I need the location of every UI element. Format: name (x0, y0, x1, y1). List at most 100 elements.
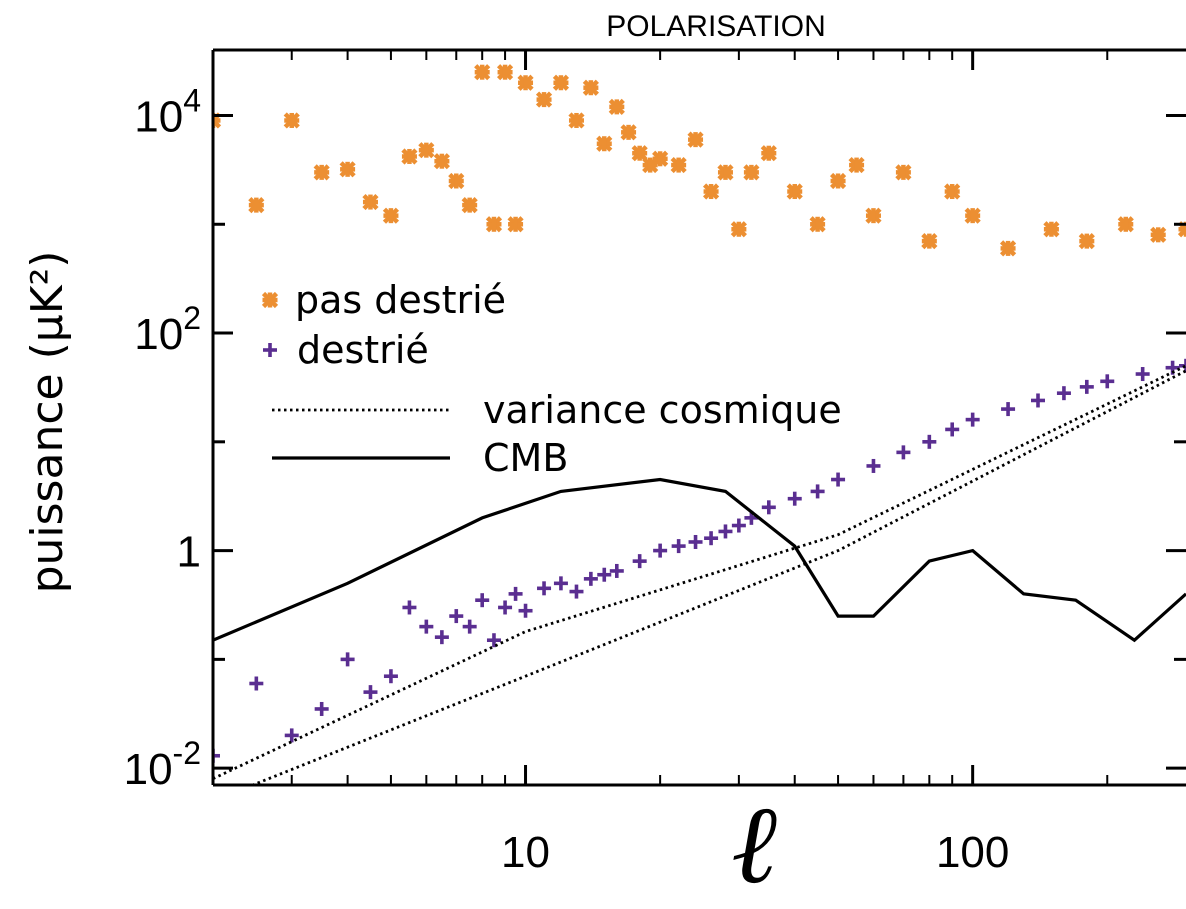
data-point-plus (486, 633, 501, 648)
data-point-plus (213, 748, 220, 763)
data-point-asterisk (865, 207, 882, 224)
data-point-asterisk (362, 193, 379, 211)
data-point-asterisk (535, 91, 553, 108)
data-point-plus (866, 458, 881, 473)
data-point-plus (945, 422, 960, 437)
data-point-plus (1056, 386, 1071, 401)
series-line-2 (213, 364, 1186, 780)
data-point-asterisk (921, 233, 938, 250)
data-point-asterisk (507, 216, 524, 233)
data-point-asterisk (760, 145, 777, 162)
data-layer (213, 64, 1186, 785)
data-point-asterisk (620, 124, 637, 141)
data-point-asterisk (496, 64, 514, 81)
data-point-asterisk (702, 183, 720, 200)
y-tick-label: 10-2 (124, 735, 201, 794)
data-point-asterisk (652, 150, 669, 167)
data-point-plus (1135, 367, 1150, 382)
data-point-plus (314, 701, 329, 716)
data-point-asterisk (313, 164, 330, 181)
legend-label: destrié (297, 328, 429, 372)
data-point-asterisk (687, 131, 704, 148)
data-point-asterisk (786, 183, 803, 200)
data-point-asterisk (608, 98, 625, 115)
data-point-plus (553, 576, 568, 591)
data-point-asterisk (382, 207, 400, 224)
data-point-plus (462, 619, 477, 634)
data-point-asterisk (730, 221, 747, 238)
data-point-asterisk (1043, 221, 1060, 238)
data-point-plus (704, 531, 719, 546)
data-point-plus (1100, 374, 1115, 389)
data-point-plus (688, 534, 703, 549)
data-point-asterisk (582, 79, 599, 96)
data-point-asterisk (474, 64, 491, 81)
data-point-asterisk (999, 240, 1017, 257)
x-tick-label: 10 (501, 828, 550, 877)
data-point-asterisk (809, 216, 826, 233)
data-point-plus (609, 563, 624, 578)
data-point-plus (922, 434, 937, 449)
data-point-plus (1031, 393, 1046, 408)
data-point-plus (537, 581, 552, 596)
data-point-asterisk-stroke (213, 117, 222, 129)
data-point-asterisk (670, 156, 687, 174)
data-point-plus (583, 571, 598, 586)
data-point-plus (449, 609, 464, 624)
data-point-asterisk (848, 156, 865, 174)
data-point-asterisk (743, 164, 760, 181)
data-point-plus (419, 619, 434, 634)
legend-marker-plus (263, 343, 277, 357)
data-point-asterisk (1117, 216, 1134, 233)
data-point-plus (434, 630, 449, 645)
data-point-asterisk (829, 172, 847, 190)
data-point-asterisk (283, 112, 300, 129)
data-point-plus (1179, 358, 1186, 373)
series-line-4 (213, 477, 1186, 643)
data-point-asterisk (596, 135, 613, 152)
data-point-plus (718, 524, 733, 539)
y-tick-label: 1 (177, 528, 201, 577)
axes: 10-2 1 102 104 10 100 (124, 48, 1186, 877)
data-point-asterisk (339, 161, 356, 178)
data-point-asterisk (552, 74, 570, 91)
data-point-plus (569, 584, 584, 599)
data-point-asterisk (944, 183, 961, 200)
data-point-asterisk (631, 145, 648, 162)
data-point-plus (810, 484, 825, 499)
legend-label: CMB (483, 436, 568, 480)
legend-label: pas destrié (295, 278, 506, 322)
data-point-asterisk (964, 207, 981, 224)
data-point-asterisk (1150, 226, 1167, 243)
data-point-asterisk (401, 148, 418, 165)
data-point-plus (597, 567, 612, 582)
data-point-asterisk (1078, 233, 1095, 250)
data-point-asterisk (418, 142, 435, 159)
legend-label: variance cosmique (483, 388, 842, 432)
data-point-plus (402, 600, 417, 615)
data-point-plus (965, 412, 980, 427)
data-point-plus (632, 554, 647, 569)
data-point-plus (284, 728, 299, 743)
data-point-plus (498, 600, 513, 615)
data-point-asterisk (248, 197, 265, 214)
data-point-plus (383, 669, 398, 684)
data-point-plus (508, 586, 523, 601)
x-tick-label: 100 (936, 828, 1009, 877)
data-point-plus (896, 445, 911, 460)
data-point-asterisk (568, 112, 585, 129)
data-point-asterisk (485, 216, 503, 233)
data-point-plus (787, 491, 802, 506)
chart-title: POLARISATION (606, 10, 826, 43)
data-point-plus (1001, 402, 1016, 417)
data-point-asterisk-stroke (1177, 226, 1186, 238)
data-point-plus (831, 472, 846, 487)
legend-marker-asterisk (261, 291, 279, 309)
series-line-3 (249, 369, 1186, 785)
y-tick-label: 104 (134, 82, 201, 141)
y-axis-label: puissance (μK²) (22, 251, 73, 594)
data-point-plus (340, 652, 355, 667)
data-point-plus (1079, 379, 1094, 394)
data-point-asterisk (461, 197, 478, 214)
